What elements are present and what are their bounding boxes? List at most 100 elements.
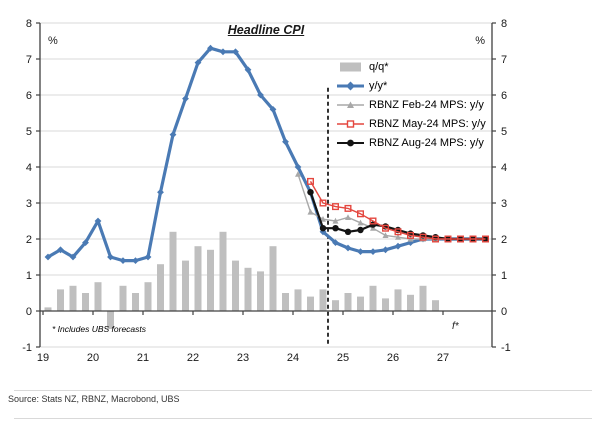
marker-open-square bbox=[382, 224, 390, 232]
qq-bar bbox=[157, 264, 164, 311]
legend-item-yy: y/y* bbox=[336, 76, 486, 95]
qq-bar bbox=[82, 293, 89, 311]
marker-diamond bbox=[269, 106, 277, 113]
qq-bar bbox=[282, 293, 289, 311]
marker-open-square bbox=[319, 199, 327, 207]
qq-bar bbox=[132, 293, 139, 311]
y-tick-label-left: 3 bbox=[26, 198, 32, 210]
qq-bar bbox=[307, 296, 314, 311]
legend-item-qq: q/q* bbox=[336, 57, 486, 76]
marker-diamond bbox=[244, 66, 252, 74]
x-tick-label: 21 bbox=[137, 352, 149, 364]
x-tick-label: 24 bbox=[287, 352, 299, 364]
legend-label: RBNZ Feb-24 MPS: y/y bbox=[369, 98, 484, 111]
gridlines bbox=[40, 22, 492, 348]
y-tick-label-left: -1 bbox=[22, 342, 32, 354]
y-tick-label-left: 7 bbox=[26, 54, 32, 66]
qq-bar bbox=[257, 271, 264, 311]
marker-triangle bbox=[345, 214, 351, 220]
marker-triangle bbox=[395, 234, 401, 240]
marker-diamond bbox=[407, 239, 414, 246]
marker-diamond bbox=[357, 248, 364, 255]
qq-bar bbox=[369, 285, 377, 311]
marker-open-square bbox=[344, 204, 352, 212]
y-tick-label-left: 6 bbox=[26, 90, 32, 102]
marker-diamond bbox=[332, 239, 339, 246]
marker-open-square bbox=[407, 231, 415, 239]
marker-open-square bbox=[457, 235, 465, 243]
marker-circle bbox=[319, 225, 327, 232]
y-tick-label-right: 1 bbox=[501, 270, 507, 282]
qq-bar bbox=[219, 231, 227, 311]
legend-label: RBNZ May-24 MPS: y/y bbox=[369, 117, 486, 130]
marker-circle bbox=[369, 221, 377, 228]
qq-bar bbox=[319, 289, 327, 311]
footer-divider-bottom bbox=[14, 418, 592, 419]
marker-circle bbox=[332, 225, 339, 232]
y-tick-label-right: 7 bbox=[501, 54, 507, 66]
legend-item-rbnz-may24: RBNZ May-24 MPS: y/y bbox=[336, 114, 486, 133]
may24-line-open-square-swatch-icon bbox=[337, 119, 364, 128]
marker-triangle bbox=[295, 171, 301, 177]
marker-diamond bbox=[369, 248, 377, 255]
series-rbnz-may24 bbox=[307, 177, 490, 243]
y-tick-label-left: 8 bbox=[26, 18, 32, 30]
qq-bar bbox=[144, 282, 152, 311]
qq-bar bbox=[94, 282, 102, 311]
y-tick-label-right: -1 bbox=[501, 342, 511, 354]
legend: q/q* y/y* RBNZ Feb-24 MPS: y/y RBNZ May-… bbox=[336, 57, 486, 152]
qq-bar bbox=[119, 285, 127, 311]
qq-bar bbox=[357, 296, 364, 311]
qq-bar bbox=[69, 285, 77, 311]
axes bbox=[36, 22, 496, 348]
marker-diamond bbox=[107, 253, 114, 261]
marker-diamond bbox=[144, 253, 152, 261]
cpi-chart-canvas: 8 87 76 65 54 43 32 21 10 0-1 -119 20 21 22 23 24 25 26 27 bbox=[22, 18, 511, 364]
marker-open-square bbox=[432, 235, 440, 243]
marker-diamond bbox=[44, 253, 52, 261]
qq-bar bbox=[232, 260, 239, 311]
marker-diamond bbox=[294, 163, 302, 171]
marker-diamond bbox=[232, 48, 239, 56]
marker-diamond bbox=[169, 131, 177, 138]
marker-diamond bbox=[382, 246, 389, 254]
marker-circle bbox=[357, 226, 364, 234]
qq-bar bbox=[394, 289, 402, 311]
source-note: Source: Stats NZ, RBNZ, Macrobond, UBS bbox=[8, 394, 180, 404]
qq-bar bbox=[57, 289, 64, 311]
y-tick-label-left: 1 bbox=[26, 270, 32, 282]
marker-diamond bbox=[69, 253, 77, 261]
qq-bar bbox=[432, 300, 439, 311]
legend-label: q/q* bbox=[369, 60, 389, 73]
qq-bar bbox=[182, 260, 189, 311]
footnote: * Includes UBS forecasts bbox=[52, 324, 147, 334]
x-tick-label: 23 bbox=[237, 352, 249, 364]
qq-bar-swatch-icon bbox=[340, 62, 361, 71]
footer-divider-top bbox=[14, 390, 592, 391]
marker-open-square bbox=[444, 235, 452, 243]
marker-circle bbox=[307, 189, 314, 196]
marker-open-square bbox=[469, 235, 477, 243]
qq-bar bbox=[419, 285, 427, 311]
marker-diamond bbox=[82, 239, 89, 246]
y-tick-label-right: 6 bbox=[501, 90, 507, 102]
series-line bbox=[309, 181, 486, 240]
chart-title: Headline CPI bbox=[227, 23, 305, 37]
marker-triangle bbox=[332, 217, 339, 224]
legend-item-rbnz-feb24: RBNZ Feb-24 MPS: y/y bbox=[336, 95, 486, 114]
series-qq bbox=[44, 231, 439, 329]
qq-bar bbox=[207, 249, 214, 311]
x-tick-label: 27 bbox=[437, 352, 449, 364]
marker-diamond bbox=[119, 257, 127, 264]
y-tick-label-left: 4 bbox=[26, 162, 32, 174]
marker-diamond bbox=[394, 242, 402, 250]
y-tick-label-right: 5 bbox=[501, 126, 507, 138]
qq-bar bbox=[44, 307, 52, 311]
y-tick-label-left: 0 bbox=[26, 306, 32, 318]
marker-open-square bbox=[332, 203, 340, 211]
marker-diamond bbox=[319, 228, 327, 236]
marker-diamond bbox=[94, 217, 102, 225]
marker-triangle bbox=[382, 232, 389, 238]
y-tick-label-left: 2 bbox=[26, 234, 32, 246]
